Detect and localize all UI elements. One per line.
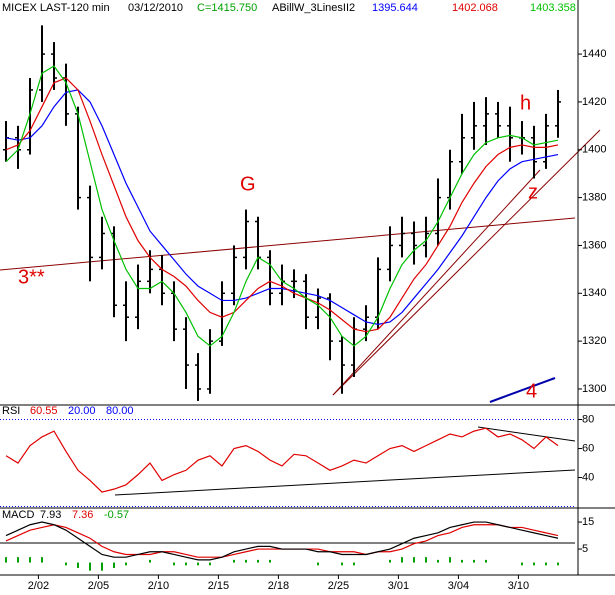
histogram-bar (533, 562, 535, 566)
histogram-bar (545, 562, 547, 566)
y-tick-label: 1360 (582, 239, 606, 251)
close-label: C=1415.750 (197, 2, 257, 14)
histogram-bar (485, 559, 487, 563)
x-tick-label: 2/18 (268, 580, 289, 592)
histogram-bar (125, 562, 127, 566)
legend-entry: 7.93 (40, 509, 61, 521)
annotation: 3** (18, 266, 45, 288)
histogram-bar (41, 557, 43, 563)
legend-entry: 1395.644 (372, 2, 418, 14)
histogram-bar (257, 559, 259, 563)
x-tick-label: 2/25 (328, 580, 349, 592)
y-tick-label: 1340 (582, 287, 606, 299)
y-tick-label: 1400 (582, 144, 606, 156)
histogram-bar (197, 562, 199, 566)
chart-title: MICEX LAST-120 min (2, 2, 110, 14)
annotation: z (528, 181, 538, 203)
y-tick-label: 1300 (582, 383, 606, 395)
chart-header: MICEX LAST-120 min 03/12/2010 C=1415.750 AB… (2, 2, 355, 14)
histogram-bar (5, 557, 7, 563)
trendline (114, 469, 576, 496)
histogram-bar (149, 559, 151, 563)
macd-title: MACD (2, 509, 34, 521)
legend-entry: 60.55 (30, 405, 58, 417)
trendlines (0, 129, 601, 544)
histogram-bar (173, 562, 175, 566)
y-tick-label: 15 (582, 516, 594, 528)
histogram-bar (473, 559, 475, 563)
x-tick-label: 2/15 (208, 580, 229, 592)
x-tick-label: 3/10 (508, 580, 529, 592)
trendline (0, 217, 576, 271)
histogram-bar (101, 562, 103, 571)
histogram-bar (269, 559, 271, 563)
histogram-bar (557, 562, 559, 566)
histogram-bar (113, 562, 115, 568)
y-tick-label: 1380 (582, 192, 606, 204)
trendline (489, 377, 556, 403)
x-tick-label: 2/02 (28, 580, 49, 592)
trendline (477, 426, 576, 442)
histogram-bar (425, 557, 427, 563)
histogram-bar (449, 557, 451, 563)
histogram-bar (17, 557, 19, 563)
histogram-bar (245, 559, 247, 563)
annotation: 4 (526, 380, 537, 402)
series-line (5, 89, 559, 325)
legend-entry: -0.57 (104, 509, 129, 521)
histogram-bar (437, 559, 439, 563)
histogram-bar (353, 562, 355, 566)
x-tick-label: 2/05 (88, 580, 109, 592)
y-tick-label: 80 (582, 413, 594, 425)
legend-entry: 7.36 (72, 509, 93, 521)
histogram-bar (521, 562, 523, 566)
date: 03/12/2010 (128, 2, 183, 14)
histogram-bar (413, 557, 415, 563)
rsi-title: RSI (2, 405, 20, 417)
histogram-bar (77, 562, 79, 568)
trendline (332, 169, 541, 396)
histogram-bar (209, 562, 211, 566)
x-tick-label: 3/01 (388, 580, 409, 592)
y-tick-label: 40 (582, 471, 594, 483)
legend-entry: 80.00 (106, 405, 134, 417)
histogram-bar (461, 559, 463, 563)
y-tick-label: 60 (582, 442, 594, 454)
histogram-bar (401, 557, 403, 563)
annotation: G (240, 173, 256, 195)
histogram-bar (29, 557, 31, 563)
histogram-bar (65, 562, 67, 566)
histogram-bar (389, 559, 391, 563)
legend-entry: 1402.068 (452, 2, 498, 14)
annotation: h (520, 92, 531, 114)
x-tick-label: 2/10 (148, 580, 169, 592)
y-tick-label: 1440 (582, 48, 606, 60)
histogram-bar (185, 562, 187, 566)
study: ABillW_3LinesII2 (272, 2, 355, 14)
series-line (5, 65, 559, 347)
histogram-bar (341, 562, 343, 566)
histogram-bar (233, 559, 235, 563)
histogram-bar (317, 562, 319, 566)
x-tick-label: 3/04 (448, 580, 469, 592)
histogram-bar (89, 562, 91, 571)
y-tick-label: 1320 (582, 335, 606, 347)
trendline (332, 129, 601, 396)
series-line (5, 77, 559, 333)
legend-entry: 20.00 (68, 405, 96, 417)
series-line (5, 427, 559, 493)
y-tick-label: 1420 (582, 96, 606, 108)
y-tick-label: 5 (582, 543, 588, 555)
legend-entry: 1403.358 (530, 2, 576, 14)
series-line (5, 521, 559, 561)
